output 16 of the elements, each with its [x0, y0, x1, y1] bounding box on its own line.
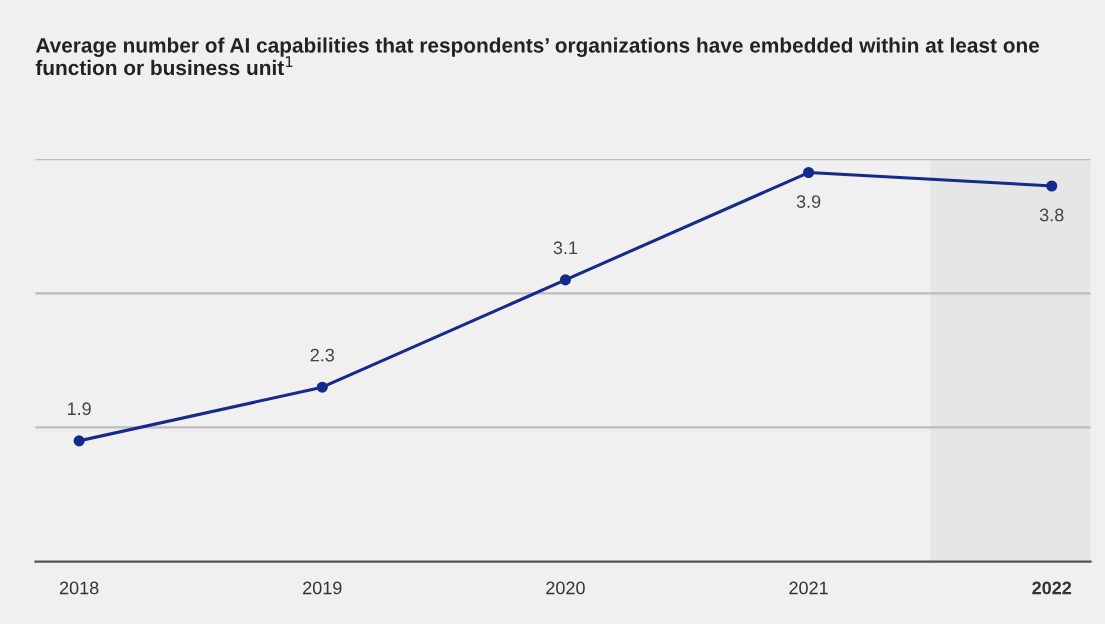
data-label: 3.1: [553, 241, 578, 255]
data-label: 1.9: [67, 402, 91, 416]
chart-title: Average number of AI capabilities that respondents’ organizations have embedded within at least one function or business unit$^{1}$: [35, 37, 1040, 76]
point: [73, 435, 85, 447]
data-label: 3.8: [1039, 208, 1064, 222]
data-label: 3.9: [796, 195, 821, 208]
data-label: 2.3: [310, 348, 335, 362]
x-tick-label: 2020: [546, 581, 585, 595]
point: [559, 274, 571, 286]
point: [1046, 180, 1058, 192]
x-tick-label: 2021: [789, 581, 828, 595]
point: [803, 166, 815, 179]
x-tick-label: 2019: [303, 581, 342, 595]
x-tick-label: 2018: [59, 581, 99, 595]
point: [316, 381, 328, 393]
x-tick-label: 2022: [1032, 581, 1072, 595]
